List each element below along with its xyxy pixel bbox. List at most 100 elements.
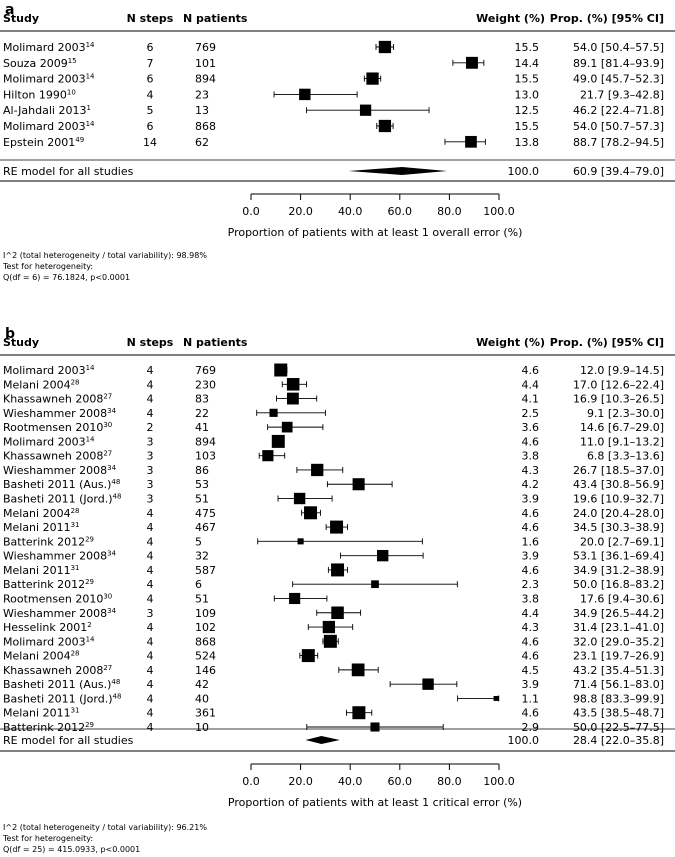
study-weight: 4.6 bbox=[522, 707, 540, 720]
study-row bbox=[258, 450, 286, 462]
estimate-box bbox=[323, 634, 337, 648]
study-row bbox=[306, 104, 430, 116]
study-steps: 3 bbox=[147, 493, 154, 506]
x-tick-label: 100.0 bbox=[483, 205, 515, 218]
study-weight: 15.5 bbox=[515, 120, 540, 133]
study-row bbox=[326, 478, 393, 491]
study-steps: 4 bbox=[147, 707, 154, 720]
study-ci: 34.5 [30.3–38.9] bbox=[573, 521, 664, 534]
study-patients: 894 bbox=[195, 435, 216, 448]
study-name: Khassawneh 200827 bbox=[3, 664, 112, 677]
study-row bbox=[299, 649, 319, 663]
x-tick-label: 40.0 bbox=[338, 205, 363, 218]
x-axis-title: Proportion of patients with at least 1 c… bbox=[228, 796, 522, 809]
study-ci: 32.0 [29.0–35.2] bbox=[573, 635, 664, 648]
study-ci: 50.0 [16.8–83.2] bbox=[573, 578, 664, 591]
study-row bbox=[452, 56, 485, 69]
study-row bbox=[256, 408, 326, 417]
estimate-box bbox=[262, 450, 274, 462]
study-weight: 4.6 bbox=[522, 650, 540, 663]
header-weight: Weight (%) bbox=[476, 12, 545, 25]
study-name: Batterink 201229 bbox=[3, 535, 94, 548]
study-weight: 14.4 bbox=[515, 57, 540, 70]
panel-label: a bbox=[5, 2, 14, 18]
estimate-box bbox=[378, 40, 392, 54]
heterogeneity-text: Test for heterogeneity: bbox=[2, 262, 93, 271]
study-ci: 53.1 [36.1–69.4] bbox=[573, 550, 664, 563]
study-row bbox=[338, 663, 379, 677]
study-ci: 34.9 [31.2–38.9] bbox=[573, 564, 664, 577]
study-ci: 14.6 [6.7–29.0] bbox=[580, 421, 664, 434]
study-steps: 4 bbox=[147, 592, 154, 605]
study-row bbox=[281, 378, 308, 391]
study-ci: 50.0 [22.5–77.5] bbox=[573, 721, 664, 734]
study-weight: 3.6 bbox=[522, 421, 540, 434]
study-patients: 83 bbox=[195, 393, 209, 406]
study-weight: 4.4 bbox=[522, 378, 540, 391]
study-patients: 32 bbox=[195, 550, 209, 563]
study-steps: 4 bbox=[147, 535, 154, 548]
study-weight: 4.1 bbox=[522, 393, 540, 406]
estimate-box bbox=[377, 549, 389, 562]
header-patients: N patients bbox=[183, 336, 248, 349]
study-patients: 769 bbox=[195, 41, 216, 54]
study-name: Basheti 2011 (Jord.)48 bbox=[3, 493, 121, 506]
study-name: Epstein 200149 bbox=[3, 136, 84, 149]
study-patients: 51 bbox=[195, 592, 209, 605]
estimate-box bbox=[286, 392, 299, 405]
study-steps: 6 bbox=[147, 41, 154, 54]
estimate-box bbox=[304, 506, 318, 520]
study-weight: 4.3 bbox=[522, 464, 540, 477]
estimate-box bbox=[465, 135, 477, 148]
study-weight: 4.2 bbox=[522, 478, 540, 491]
study-patients: 467 bbox=[195, 521, 216, 534]
study-patients: 13 bbox=[195, 104, 209, 117]
x-tick-label: 80.0 bbox=[437, 775, 462, 788]
study-patients: 62 bbox=[195, 136, 209, 149]
summary-diamond bbox=[305, 736, 340, 744]
study-name: Melani 200428 bbox=[3, 650, 80, 663]
study-weight: 2.3 bbox=[522, 578, 540, 591]
study-row bbox=[273, 592, 328, 605]
heterogeneity-text: Q(df = 6) = 76.1824, p<0.0001 bbox=[3, 273, 130, 282]
study-patients: 51 bbox=[195, 493, 209, 506]
study-steps: 6 bbox=[147, 73, 154, 86]
study-patients: 146 bbox=[195, 664, 216, 677]
header-steps: N steps bbox=[127, 12, 174, 25]
study-steps: 4 bbox=[147, 364, 154, 377]
study-steps: 4 bbox=[147, 678, 154, 691]
estimate-box bbox=[331, 606, 344, 620]
study-ci: 16.9 [10.3–26.5] bbox=[573, 393, 664, 406]
study-weight: 3.9 bbox=[522, 493, 540, 506]
study-weight: 4.6 bbox=[522, 521, 540, 534]
summary-weight: 100.0 bbox=[508, 165, 540, 178]
study-name: Wieshammer 200834 bbox=[3, 607, 117, 620]
summary-label: RE model for all studies bbox=[3, 165, 134, 178]
study-patients: 361 bbox=[195, 707, 216, 720]
study-weight: 13.0 bbox=[515, 88, 540, 101]
study-row bbox=[292, 580, 458, 589]
study-row bbox=[301, 506, 321, 520]
study-weight: 3.9 bbox=[522, 550, 540, 563]
x-tick-label: 20.0 bbox=[288, 205, 313, 218]
x-axis-title: Proportion of patients with at least 1 o… bbox=[228, 226, 523, 239]
x-tick-label: 100.0 bbox=[483, 775, 515, 788]
study-steps: 4 bbox=[147, 507, 154, 520]
study-weight: 4.6 bbox=[522, 635, 540, 648]
study-patients: 53 bbox=[195, 478, 209, 491]
study-name: Molimard 200314 bbox=[3, 364, 95, 377]
study-name: Batterink 201229 bbox=[3, 578, 94, 591]
study-patients: 894 bbox=[195, 73, 216, 86]
summary-diamond bbox=[348, 167, 447, 175]
study-name: Basheti 2011 (Aus.)48 bbox=[3, 678, 120, 691]
study-name: Molimard 200314 bbox=[3, 73, 95, 86]
study-patients: 524 bbox=[195, 650, 216, 663]
study-patients: 42 bbox=[195, 678, 209, 691]
study-steps: 4 bbox=[147, 721, 154, 734]
study-row bbox=[273, 88, 358, 101]
study-steps: 5 bbox=[147, 104, 154, 117]
study-weight: 1.6 bbox=[522, 535, 540, 548]
study-row bbox=[271, 434, 285, 448]
heterogeneity-text: I^2 (total heterogeneity / total variabi… bbox=[3, 251, 207, 260]
study-name: Melani 200428 bbox=[3, 507, 80, 520]
